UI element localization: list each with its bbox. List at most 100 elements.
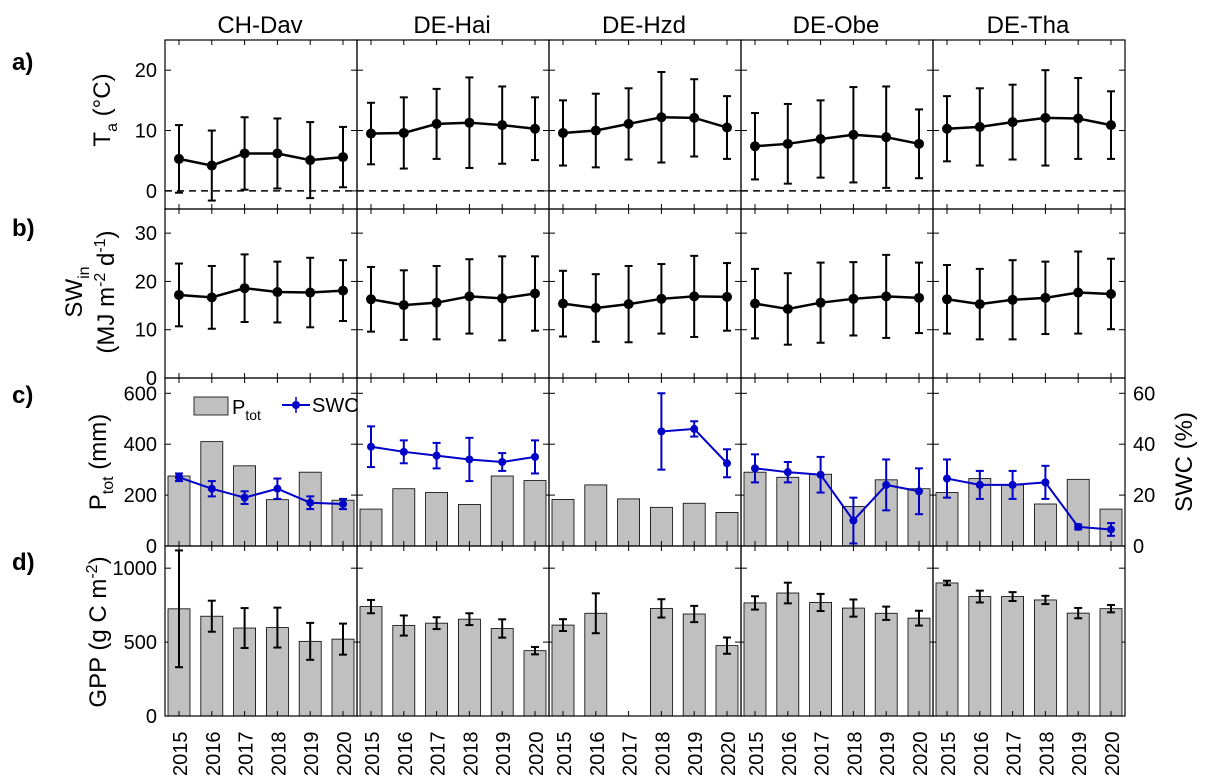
panel-d-de-obe-bar-2019 [874, 612, 898, 717]
legend-swc-marker [292, 401, 300, 409]
site-title-de-tha: DE-Tha [987, 12, 1070, 39]
xtick-label-de-hzd-2016: 2016 [587, 732, 609, 777]
panel-a-ch-dav-point-2015 [174, 153, 184, 164]
panel-c-de-hzd-bar-2016 [584, 484, 608, 547]
panel-c-de-tha-swc-line [946, 477, 1112, 531]
panel-b-de-obe-point-2017 [815, 297, 826, 308]
xtick-label-ch-dav-2020: 2020 [334, 732, 356, 777]
panel-b-de-tha-point-2018 [1040, 292, 1051, 303]
panel-a-de-tha-point-2018 [1040, 112, 1051, 123]
panel-b-de-hzd-point-2017 [623, 299, 634, 310]
ytick-label-c-0: 0 [146, 536, 157, 558]
panel-a-de-obe-point-2020 [914, 138, 924, 149]
panel-c-de-hzd-bar-2015 [551, 499, 575, 547]
legend-ptot-swatch [193, 396, 229, 416]
panel-c-de-hzd-bar-2019 [682, 502, 706, 547]
xtick-label-de-hzd-2017: 2017 [620, 732, 642, 777]
panel-b-de-tha-point-2017 [1007, 294, 1018, 305]
ytick-label-d-500: 500 [124, 632, 157, 654]
ytick-label-b-10: 10 [135, 320, 157, 342]
panel-a-de-hzd-point-2020 [722, 122, 732, 133]
panel-b-de-obe-point-2015 [750, 298, 760, 309]
xtick-label-de-tha-2020: 2020 [1102, 732, 1124, 777]
panel-b-de-hzd-point-2018 [656, 293, 667, 304]
ytick-label-b-30: 30 [135, 223, 157, 245]
panel-c-de-tha-bar-2018 [1034, 503, 1057, 547]
panel-c-de-hai-bar-2016 [392, 488, 416, 547]
panel-c-de-hai-frame [356, 377, 550, 547]
legend-panel-c: Ptot SWC [193, 395, 359, 423]
panel-d-de-hai-frame [356, 545, 550, 717]
panel-b-de-obe-series-line [754, 295, 920, 311]
panel-d-de-hai-bar-2018 [457, 618, 481, 717]
panel-c-de-tha-swc-point-2020 [1107, 525, 1115, 534]
panel-b-de-hai-frame [356, 208, 550, 379]
panel-d-de-obe-bar-2015 [743, 602, 767, 717]
panel-a-de-obe-point-2018 [848, 129, 859, 140]
panel-c-ch-dav-swc-point-2017 [240, 493, 249, 502]
panel-c-de-tha-swc-point-2019 [1074, 522, 1083, 531]
xtick-label-de-obe-2018: 2018 [844, 732, 866, 777]
panel-d-de-tha-bar-2017 [1001, 596, 1024, 717]
xtick-label-ch-dav-2016: 2016 [203, 732, 225, 777]
panel-b-de-hzd-point-2016 [590, 302, 601, 313]
panel-a-de-hzd-point-2017 [623, 118, 634, 129]
panel-c-de-tha-frame [932, 377, 1126, 547]
site-title-de-hai: DE-Hai [413, 12, 490, 39]
panel-b-de-hzd-point-2015 [558, 298, 568, 309]
panel-a-de-hai-point-2019 [497, 120, 508, 131]
site-titles: CH-Dav DE-Hai DE-Hzd DE-Obe DE-Tha [217, 12, 1070, 39]
panel-b-de-obe-point-2019 [881, 291, 892, 302]
panel-d-de-tha-frame [932, 545, 1126, 717]
panel-c-ch-dav-swc-point-2019 [306, 498, 315, 507]
y2tick-label-20: 20 [1133, 485, 1155, 507]
panel-d-ch-dav-frame [164, 545, 358, 717]
panel-b-de-hai-point-2015 [366, 294, 376, 305]
ytick-label-a-10: 10 [135, 121, 157, 143]
panel-b-de-obe-frame [740, 208, 934, 379]
panel-b-de-tha-point-2020 [1106, 288, 1116, 299]
panel-c-de-hzd-swc-point-2018 [657, 427, 666, 436]
panel-a-de-tha-point-2020 [1106, 120, 1116, 131]
ylabel-swin-line2: (MJ m-2 d-1) [92, 230, 120, 353]
panel-b-de-hai-point-2020 [530, 288, 540, 299]
panel-a-de-obe-point-2019 [881, 132, 892, 143]
panel-b-ch-dav-point-2015 [174, 289, 184, 300]
panel-b-de-obe-point-2020 [914, 292, 924, 303]
panel-d-de-hzd-bar-2018 [650, 607, 673, 717]
xtick-label-ch-dav-2019: 2019 [301, 732, 323, 777]
xtick-label-de-obe-2020: 2020 [910, 732, 932, 777]
panel-c-de-hzd-bar-2018 [650, 506, 673, 547]
panel-b-de-obe-point-2018 [848, 293, 859, 304]
panel-c-de-hzd-bar-2017 [617, 498, 640, 547]
panel-a-de-obe-frame [740, 39, 934, 210]
panel-c-ch-dav-swc-line [178, 476, 344, 505]
site-title-de-obe: DE-Obe [793, 12, 880, 39]
panel-a-de-hzd-point-2016 [590, 125, 601, 136]
xtick-label-de-hai-2016: 2016 [395, 732, 417, 777]
panel-b-de-tha-point-2015 [942, 294, 952, 305]
panel-d-de-hai-bar-2016 [392, 625, 416, 717]
panel-a-de-obe-series-line [754, 133, 920, 148]
site-title-ch-dav: CH-Dav [217, 12, 302, 39]
panel-a-ch-dav-point-2017 [239, 148, 250, 159]
plot-area: 0102001020300200400600020406005001000201… [113, 39, 1155, 777]
panel-a-de-obe-point-2017 [815, 133, 826, 144]
panel-c-de-tha-bar-2015 [935, 492, 959, 547]
panel-d-de-tha-bar-2019 [1066, 612, 1090, 717]
panel-b-ch-dav-point-2018 [272, 287, 283, 298]
panel-a-de-hai-point-2015 [366, 128, 376, 139]
panel-c-ch-dav-bar-2018 [265, 499, 289, 547]
panel-c-de-tha-swc-point-2017 [1008, 480, 1017, 489]
panel-a-ch-dav-point-2016 [206, 160, 217, 171]
y2tick-label-40: 40 [1133, 434, 1155, 456]
panel-c-de-hai-bar-2019 [490, 475, 514, 547]
panel-c-de-hzd-swc-point-2020 [723, 459, 731, 468]
panel-c-de-obe-swc-point-2018 [849, 516, 858, 525]
panel-c-de-obe-bar-2016 [776, 476, 800, 547]
xtick-label-de-obe-2015: 2015 [746, 732, 768, 777]
panel-b-de-hai-series-line [370, 292, 536, 307]
panel-d-de-hzd-bar-2020 [715, 645, 739, 717]
panel-d-de-tha-bar-2018 [1034, 599, 1057, 717]
panel-d-de-hzd-bar-2015 [551, 624, 575, 717]
